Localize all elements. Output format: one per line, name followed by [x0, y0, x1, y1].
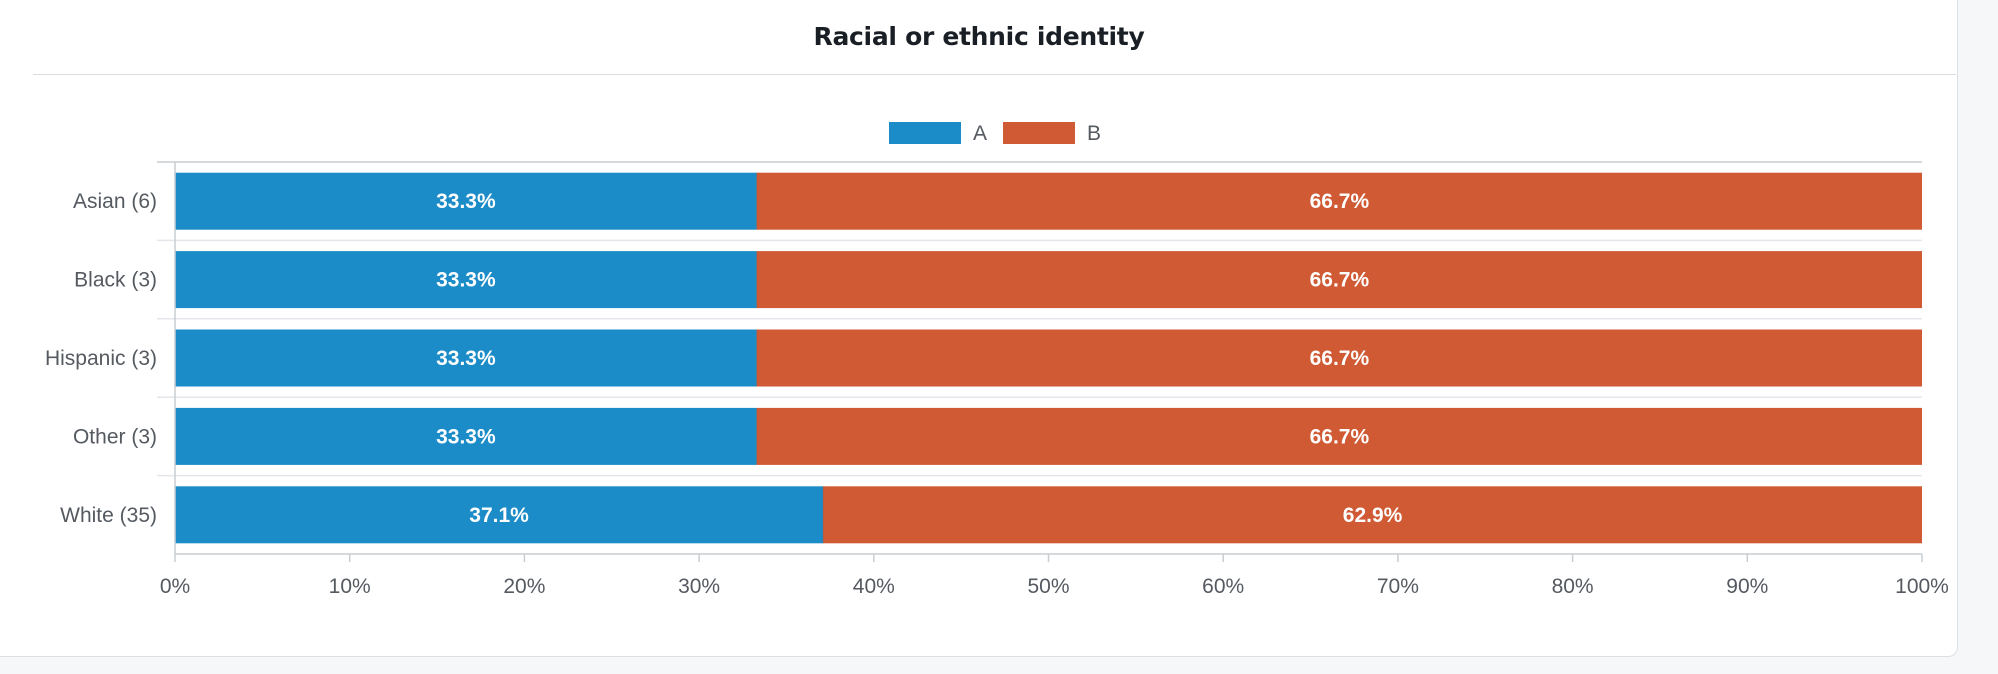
x-tick-label: 70% [1377, 575, 1419, 598]
bar-b-3 [756, 329, 1922, 387]
bar-a-2 [175, 251, 757, 309]
x-tick-label: 60% [1202, 575, 1244, 598]
category-label: Black (3) [74, 269, 157, 292]
bar-a-5 [175, 486, 824, 544]
data-label-b-4: 66.7% [1310, 425, 1370, 448]
category-label: Other (3) [73, 425, 157, 448]
data-label-a-2: 33.3% [436, 269, 496, 292]
bar-a-1 [175, 172, 757, 230]
legend-label-b: B [1087, 122, 1101, 145]
x-tick-label: 0% [160, 575, 190, 598]
bar-b-5 [823, 486, 1923, 544]
x-tick-label: 20% [503, 575, 545, 598]
x-tick-label: 30% [678, 575, 720, 598]
bar-a-3 [175, 329, 757, 387]
data-label-b-3: 66.7% [1310, 347, 1370, 370]
x-tick-label: 50% [1027, 575, 1069, 598]
data-label-b-2: 66.7% [1310, 269, 1370, 292]
title-divider [33, 74, 1956, 75]
x-tick-label: 10% [329, 575, 371, 598]
bar-b-4 [756, 407, 1922, 465]
category-label: Hispanic (3) [45, 347, 157, 370]
bar-a-4 [175, 407, 757, 465]
bar-b-1 [756, 172, 1922, 230]
x-tick-label: 80% [1552, 575, 1594, 598]
data-label-b-1: 66.7% [1310, 190, 1370, 213]
chart-card: Racial or ethnic identity [0, 0, 1958, 657]
data-label-a-5: 37.1% [469, 504, 529, 527]
bar-b-2 [756, 251, 1922, 309]
data-label-b-5: 62.9% [1343, 504, 1403, 527]
chart-title: Racial or ethnic identity [813, 22, 1145, 51]
category-label: Asian (6) [73, 190, 157, 213]
category-label: White (35) [60, 504, 157, 527]
legend-swatch-a [889, 122, 961, 144]
legend-label-a: A [973, 122, 987, 145]
data-label-a-4: 33.3% [436, 425, 496, 448]
x-tick-label: 40% [853, 575, 895, 598]
x-tick-label: 100% [1895, 575, 1949, 598]
data-label-a-3: 33.3% [436, 347, 496, 370]
legend-swatch-b [1003, 122, 1075, 144]
data-label-a-1: 33.3% [436, 190, 496, 213]
x-tick-label: 90% [1726, 575, 1768, 598]
